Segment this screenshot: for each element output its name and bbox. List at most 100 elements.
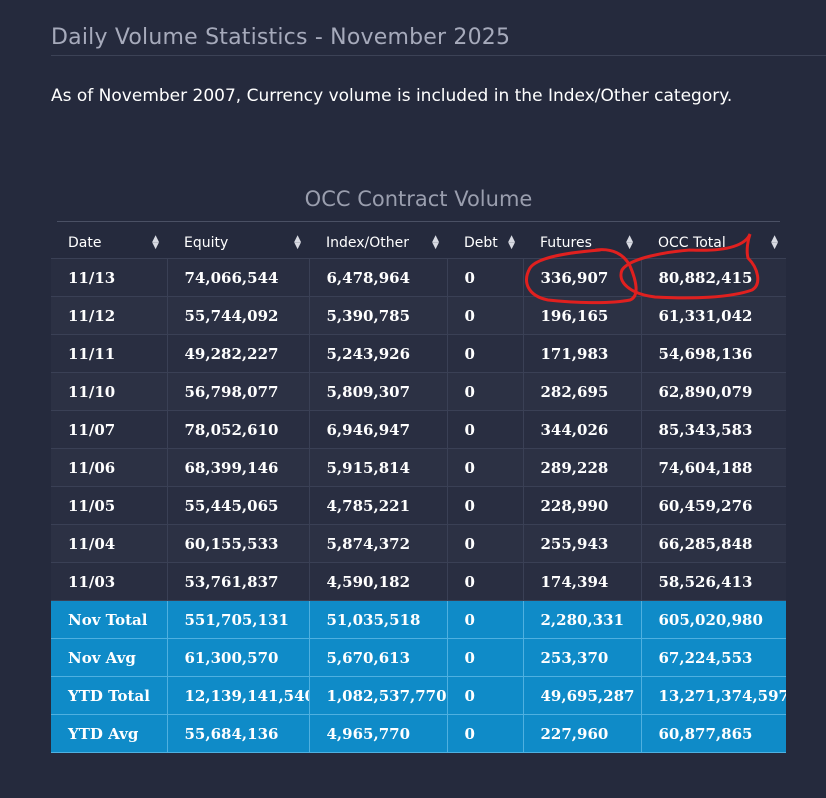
- summary-row: YTD Avg 55,684,136 4,965,770 0 227,960 60,877…: [51, 714, 786, 753]
- cell-debt: 0: [447, 562, 524, 601]
- volume-note: As of November 2007, Currency volume is …: [51, 86, 733, 106]
- cell-equity: 55,744,092: [167, 296, 310, 335]
- cell-futures: 228,990: [523, 486, 642, 525]
- cell-date: 11/04: [51, 524, 168, 563]
- cell-equity: 74,066,544: [167, 258, 310, 297]
- column-header-label: Date: [68, 235, 102, 251]
- table-header-row: Date ▲ ▼ Equity ▲ ▼ Index/Other ▲ ▼ Debt ▲ ▼…: [51, 228, 786, 259]
- cell-date: 11/11: [51, 334, 168, 373]
- cell-index-other: 5,243,926: [309, 334, 448, 373]
- cell-index-other: 5,670,613: [309, 638, 448, 677]
- cell-equity: 56,798,077: [167, 372, 310, 411]
- table-row: 11/05 55,445,065 4,785,221 0 228,990 60,459,2…: [51, 486, 786, 525]
- cell-index-other: 5,390,785: [309, 296, 448, 335]
- column-header-occ-total[interactable]: OCC Total ▲ ▼: [641, 228, 786, 259]
- cell-equity: 55,684,136: [167, 714, 310, 753]
- cell-date: Nov Avg: [51, 638, 168, 677]
- column-header-futures[interactable]: Futures ▲ ▼: [523, 228, 641, 259]
- cell-equity: 68,399,146: [167, 448, 310, 487]
- column-header-label: Index/Other: [326, 235, 410, 251]
- table-row: 11/11 49,282,227 5,243,926 0 171,983 54,698,1…: [51, 334, 786, 373]
- column-header-index-other[interactable]: Index/Other ▲ ▼: [309, 228, 447, 259]
- cell-date: YTD Avg: [51, 714, 168, 753]
- cell-futures: 2,280,331: [523, 600, 642, 639]
- cell-futures: 174,394: [523, 562, 642, 601]
- sort-arrows-icon[interactable]: ▲ ▼: [152, 234, 159, 251]
- cell-occ-total: 62,890,079: [641, 372, 786, 411]
- cell-index-other: 1,082,537,770: [309, 676, 448, 715]
- cell-occ-total: 85,343,583: [641, 410, 786, 449]
- cell-date: 11/07: [51, 410, 168, 449]
- cell-date: 11/06: [51, 448, 168, 487]
- column-header-date[interactable]: Date ▲ ▼: [51, 228, 167, 259]
- table-row: 11/03 53,761,837 4,590,182 0 174,394 58,526,4…: [51, 562, 786, 601]
- cell-debt: 0: [447, 524, 524, 563]
- cell-occ-total: 54,698,136: [641, 334, 786, 373]
- table-row: 11/06 68,399,146 5,915,814 0 289,228 74,604,1…: [51, 448, 786, 487]
- cell-equity: 551,705,131: [167, 600, 310, 639]
- cell-index-other: 5,915,814: [309, 448, 448, 487]
- sort-arrows-icon[interactable]: ▲ ▼: [771, 234, 778, 251]
- summary-row: Nov Total 551,705,131 51,035,518 0 2,280,331…: [51, 600, 786, 639]
- cell-occ-total: 67,224,553: [641, 638, 786, 677]
- cell-date: 11/12: [51, 296, 168, 335]
- cell-occ-total: 60,459,276: [641, 486, 786, 525]
- cell-debt: 0: [447, 676, 524, 715]
- table-row: 11/13 74,066,544 6,478,964 0 336,907 80,882,4…: [51, 258, 786, 297]
- cell-occ-total: 605,020,980: [641, 600, 786, 639]
- column-header-debt[interactable]: Debt ▲ ▼: [447, 228, 523, 259]
- cell-occ-total: 66,285,848: [641, 524, 786, 563]
- cell-futures: 171,983: [523, 334, 642, 373]
- cell-date: 11/03: [51, 562, 168, 601]
- cell-debt: 0: [447, 638, 524, 677]
- cell-date: 11/10: [51, 372, 168, 411]
- cell-debt: 0: [447, 714, 524, 753]
- cell-debt: 0: [447, 334, 524, 373]
- table-caption: OCC Contract Volume: [304, 187, 533, 211]
- cell-date: Nov Total: [51, 600, 168, 639]
- column-header-label: Equity: [184, 235, 229, 251]
- cell-debt: 0: [447, 410, 524, 449]
- cell-index-other: 5,874,372: [309, 524, 448, 563]
- cell-debt: 0: [447, 258, 524, 297]
- cell-futures: 336,907: [523, 258, 642, 297]
- column-header-equity[interactable]: Equity ▲ ▼: [167, 228, 309, 259]
- cell-futures: 227,960: [523, 714, 642, 753]
- cell-index-other: 51,035,518: [309, 600, 448, 639]
- table-body: 11/13 74,066,544 6,478,964 0 336,907 80,882,4…: [51, 258, 786, 753]
- cell-occ-total: 58,526,413: [641, 562, 786, 601]
- page-title: Daily Volume Statistics - November 2025: [51, 25, 511, 50]
- cell-equity: 53,761,837: [167, 562, 310, 601]
- sort-arrows-icon[interactable]: ▲ ▼: [508, 234, 515, 251]
- cell-debt: 0: [447, 372, 524, 411]
- cell-equity: 49,282,227: [167, 334, 310, 373]
- cell-occ-total: 13,271,374,597: [641, 676, 786, 715]
- cell-debt: 0: [447, 448, 524, 487]
- table-row: 11/07 78,052,610 6,946,947 0 344,026 85,343,5…: [51, 410, 786, 449]
- column-header-label: Debt: [464, 235, 498, 251]
- title-divider: [51, 55, 826, 56]
- cell-index-other: 5,809,307: [309, 372, 448, 411]
- cell-equity: 55,445,065: [167, 486, 310, 525]
- table-row: 11/10 56,798,077 5,809,307 0 282,695 62,890,0…: [51, 372, 786, 411]
- caption-divider: [57, 221, 780, 222]
- cell-equity: 78,052,610: [167, 410, 310, 449]
- cell-date: YTD Total: [51, 676, 168, 715]
- cell-debt: 0: [447, 296, 524, 335]
- cell-index-other: 4,965,770: [309, 714, 448, 753]
- summary-row: YTD Total 12,139,141,540 1,082,537,770 0 49,…: [51, 676, 786, 715]
- sort-arrows-icon[interactable]: ▲ ▼: [294, 234, 301, 251]
- cell-equity: 12,139,141,540: [167, 676, 310, 715]
- column-header-label: Futures: [540, 235, 592, 251]
- sort-arrows-icon[interactable]: ▲ ▼: [432, 234, 439, 251]
- sort-arrows-icon[interactable]: ▲ ▼: [626, 234, 633, 251]
- table-row: 11/04 60,155,533 5,874,372 0 255,943 66,285,8…: [51, 524, 786, 563]
- cell-futures: 253,370: [523, 638, 642, 677]
- cell-debt: 0: [447, 600, 524, 639]
- cell-occ-total: 61,331,042: [641, 296, 786, 335]
- contract-volume-table: Date ▲ ▼ Equity ▲ ▼ Index/Other ▲ ▼ Debt ▲ ▼…: [51, 228, 786, 753]
- column-header-label: OCC Total: [658, 235, 726, 251]
- cell-futures: 255,943: [523, 524, 642, 563]
- cell-index-other: 4,785,221: [309, 486, 448, 525]
